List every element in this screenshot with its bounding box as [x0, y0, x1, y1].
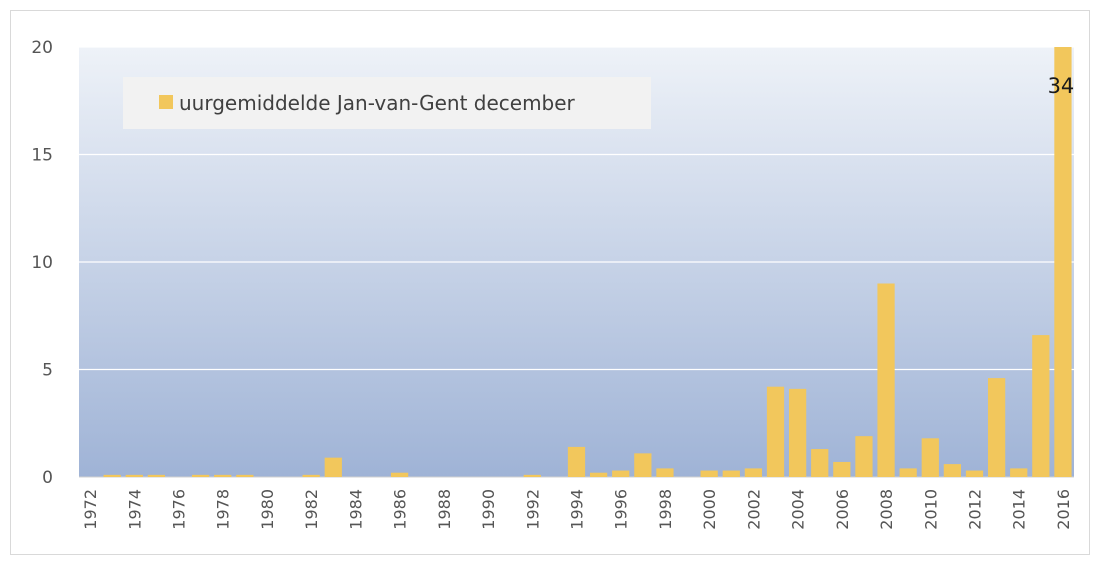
- y-tick-label: 15: [31, 146, 53, 166]
- x-tick-label: 2012: [966, 489, 985, 530]
- x-tick-label: 1980: [258, 489, 277, 530]
- y-tick-label: 20: [31, 38, 53, 58]
- bar-1998: [656, 468, 674, 477]
- x-tick-label: 1996: [612, 489, 631, 530]
- legend-swatch: [159, 95, 173, 109]
- bar-2005: [811, 449, 829, 477]
- x-tick-label: 2002: [744, 489, 763, 530]
- bar-2014: [1010, 468, 1028, 477]
- bar-1975: [147, 474, 166, 477]
- legend-box: [123, 77, 651, 129]
- x-tick-label: 2000: [700, 489, 719, 530]
- y-tick-label: 0: [42, 468, 53, 488]
- bar-1983: [324, 457, 342, 477]
- x-tick-label: 1994: [568, 489, 587, 530]
- bar-chart: 0 5 10 15 20 1972 1974 1976 1978 1980 1982 1984 198…: [31, 38, 1075, 530]
- bar-1997: [634, 453, 652, 477]
- x-tick-label: 2004: [789, 489, 808, 530]
- y-axis-ticks: 0 5 10 15 20: [31, 38, 53, 488]
- x-tick-label: 1974: [125, 489, 144, 530]
- bar-2012: [965, 470, 984, 477]
- x-tick-label: 2014: [1010, 489, 1029, 530]
- chart-frame: 0 5 10 15 20 1972 1974 1976 1978 1980 1982 1984 198…: [10, 10, 1090, 555]
- bars: [103, 47, 1072, 477]
- x-tick-label: 2006: [833, 489, 852, 530]
- bar-1996: [612, 470, 630, 477]
- bar-1979: [236, 474, 254, 477]
- legend-label: uurgemiddelde Jan-van-Gent december: [179, 91, 576, 115]
- x-tick-label: 1988: [435, 489, 454, 530]
- bar-2009: [899, 468, 917, 477]
- x-tick-label: 1972: [81, 489, 100, 530]
- bar-2002: [744, 468, 763, 477]
- data-label: 34: [1048, 74, 1075, 98]
- x-tick-label: 2016: [1054, 489, 1073, 530]
- bar-2008: [877, 283, 895, 477]
- y-tick-label: 10: [31, 253, 53, 273]
- bar-2003: [766, 386, 785, 477]
- x-tick-label: 1986: [391, 489, 410, 530]
- gridlines: [79, 46, 1074, 478]
- bar-1992: [523, 474, 541, 477]
- bar-1995: [589, 472, 608, 477]
- y-tick-label: 5: [42, 361, 53, 381]
- bar-2001: [722, 470, 740, 477]
- annotations: 34: [1048, 74, 1075, 98]
- bar-1974: [125, 474, 143, 477]
- bar-1977: [191, 474, 210, 477]
- x-tick-label: 1998: [656, 489, 675, 530]
- bar-2004: [788, 388, 807, 477]
- bar-1973: [103, 474, 121, 477]
- x-axis-ticks: 1972 1974 1976 1978 1980 1982 1984 1986 1988 1990…: [81, 489, 1073, 530]
- x-tick-label: 1976: [170, 489, 189, 530]
- x-tick-label: 1984: [346, 489, 365, 530]
- bar-2006: [833, 461, 851, 477]
- bar-2015: [1032, 335, 1050, 477]
- x-tick-label: 1992: [523, 489, 542, 530]
- legend: uurgemiddelde Jan-van-Gent december: [123, 77, 651, 129]
- bar-2007: [855, 436, 873, 477]
- x-tick-label: 1978: [214, 489, 233, 530]
- x-tick-label: 1990: [479, 489, 498, 530]
- x-tick-label: 1982: [302, 489, 321, 530]
- bar-1978: [214, 474, 232, 477]
- x-tick-label: 2008: [877, 489, 896, 530]
- bar-1982: [302, 474, 320, 477]
- bar-2016: [1054, 47, 1072, 477]
- bar-2010: [921, 438, 939, 477]
- bar-1986: [390, 472, 409, 477]
- bar-2013: [987, 378, 1006, 477]
- bar-2011: [943, 464, 962, 477]
- bar-1994: [567, 446, 586, 477]
- bar-2000: [700, 470, 718, 477]
- x-tick-label: 2010: [921, 489, 940, 530]
